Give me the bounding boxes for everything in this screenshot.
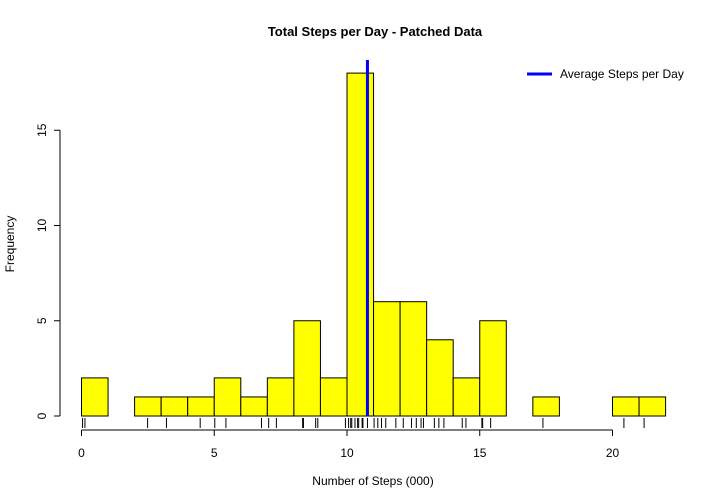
histogram-bar-20 (612, 396, 640, 417)
histogram-bar-13 (426, 339, 454, 417)
histogram-bar-17 (532, 396, 560, 417)
y-axis: 0 5 10 15 (35, 123, 61, 419)
rug-marks (82, 418, 645, 428)
histogram-bar-12 (399, 301, 428, 417)
legend-label: Average Steps per Day (560, 67, 684, 81)
y-tick-label-1: 5 (35, 317, 49, 324)
histogram-bar-8 (293, 320, 321, 417)
histogram-bars (81, 72, 667, 417)
x-tick-label-2: 10 (340, 446, 354, 460)
histogram-bar-11 (373, 301, 401, 417)
chart-title: Total Steps per Day - Patched Data (268, 24, 483, 39)
histogram-bar-21 (638, 396, 667, 417)
histogram-bar-6 (240, 396, 268, 417)
histogram-bar-9 (319, 377, 348, 417)
x-axis-label: Number of Steps (000) (312, 474, 433, 488)
histogram-bar-5 (213, 377, 242, 417)
x-tick-label-4: 20 (606, 446, 620, 460)
x-tick-label-0: 0 (78, 446, 85, 460)
histogram-bar-14 (452, 377, 481, 417)
histogram-bar-3 (160, 396, 189, 417)
histogram-bar-4 (187, 396, 215, 417)
y-axis-label: Frequency (3, 216, 17, 273)
histogram-bar-2 (134, 396, 162, 417)
x-tick-label-3: 15 (473, 446, 487, 460)
histogram-bar-15 (479, 320, 507, 417)
y-tick-label-2: 10 (35, 219, 49, 233)
x-axis: 0 5 10 15 20 (78, 429, 620, 460)
histogram-bar-7 (266, 377, 295, 417)
histogram-bar-0 (81, 377, 109, 417)
y-tick-label-0: 0 (35, 412, 49, 419)
y-tick-label-3: 15 (35, 123, 49, 137)
x-tick-label-1: 5 (211, 446, 218, 460)
histogram-bar-10 (346, 72, 375, 417)
legend: Average Steps per Day (527, 67, 684, 81)
